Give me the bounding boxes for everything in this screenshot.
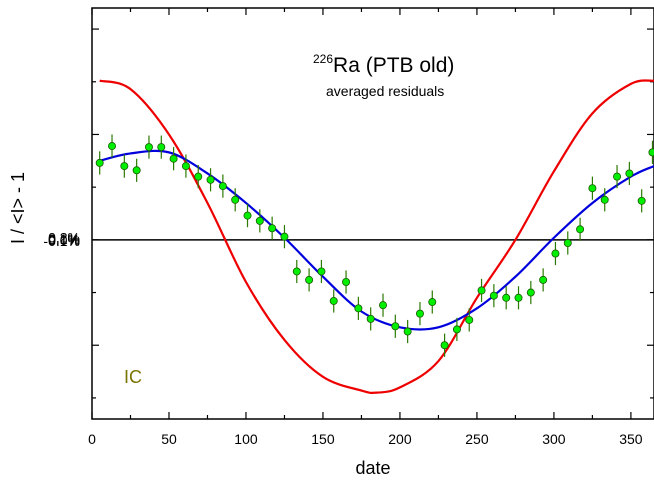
y-axis-title: I / <I> - 1: [8, 172, 28, 244]
chart-title-superscript: 226: [313, 52, 333, 66]
data-point: [181, 162, 190, 171]
data-point: [391, 322, 400, 331]
x-tick-label: 200: [388, 431, 412, 447]
y-tick-label: -0.1%: [43, 233, 80, 249]
reference-curve: [99, 79, 654, 395]
data-point: [588, 184, 597, 193]
data-point: [157, 143, 166, 152]
data-point: [206, 175, 215, 184]
x-tick-label: 150: [311, 431, 335, 447]
data-point: [526, 288, 535, 297]
x-axis-title: date: [355, 458, 390, 478]
data-point: [120, 162, 129, 171]
data-point: [329, 296, 338, 305]
x-tick-label: 350: [619, 431, 643, 447]
fit-curve-layer: [99, 149, 654, 331]
data-point: [539, 275, 548, 284]
data-point: [95, 158, 104, 167]
data-point: [452, 325, 461, 334]
data-point: [305, 275, 314, 284]
data-point: [576, 225, 585, 234]
data-point: [342, 277, 351, 286]
data-point: [280, 232, 289, 241]
x-tick-label: 300: [542, 431, 566, 447]
data-points-layer: [95, 134, 654, 357]
data-point: [440, 341, 449, 350]
data-point: [255, 216, 264, 225]
data-point: [268, 224, 277, 233]
data-point: [317, 267, 326, 276]
y-tick-labels: 0.2%0.1%0.0%-0.1%: [43, 230, 80, 249]
data-point: [218, 182, 227, 191]
data-point: [465, 315, 474, 324]
data-point: [551, 249, 560, 258]
x-tick-label: 100: [234, 431, 258, 447]
data-point: [514, 293, 523, 302]
data-point: [489, 291, 498, 300]
data-point: [132, 166, 141, 175]
data-point: [231, 195, 240, 204]
plot-frame: [91, 7, 654, 420]
data-point: [648, 148, 654, 157]
x-tick-label: 50: [161, 431, 177, 447]
data-point: [292, 267, 301, 276]
data-point: [637, 196, 646, 205]
data-point: [600, 195, 609, 204]
data-point: [477, 286, 486, 295]
reference-curve-layer: [99, 79, 654, 395]
data-point: [379, 301, 388, 310]
chart-title: 226Ra (PTB old): [313, 52, 454, 77]
data-point: [354, 304, 363, 313]
data-point: [243, 211, 252, 220]
x-tick-label: 250: [465, 431, 489, 447]
fit-curve: [99, 149, 654, 331]
data-point: [428, 298, 437, 307]
data-point: [625, 169, 634, 178]
data-point: [366, 314, 375, 323]
data-point: [502, 293, 511, 302]
x-tick-labels: 0 50 100 150 200 250 300 350: [88, 431, 643, 447]
y-tick-label: 0.2%: [48, 230, 80, 246]
data-point: [144, 143, 153, 152]
data-point: [108, 142, 117, 151]
data-point: [169, 154, 178, 163]
chart-title-main: Ra (PTB old): [333, 54, 454, 77]
chart-subtitle: averaged residuals: [326, 83, 444, 99]
axis-ticks: [91, 8, 654, 419]
x-tick-label: 0: [88, 431, 96, 447]
y-tick-label: 0.0%: [48, 232, 80, 248]
data-point: [563, 239, 572, 248]
data-point: [194, 172, 203, 181]
data-point: [415, 309, 424, 318]
data-point: [403, 327, 412, 336]
data-point: [613, 172, 622, 181]
ic-annotation: IC: [124, 367, 142, 387]
y-tick-label: 0.1%: [48, 231, 80, 247]
